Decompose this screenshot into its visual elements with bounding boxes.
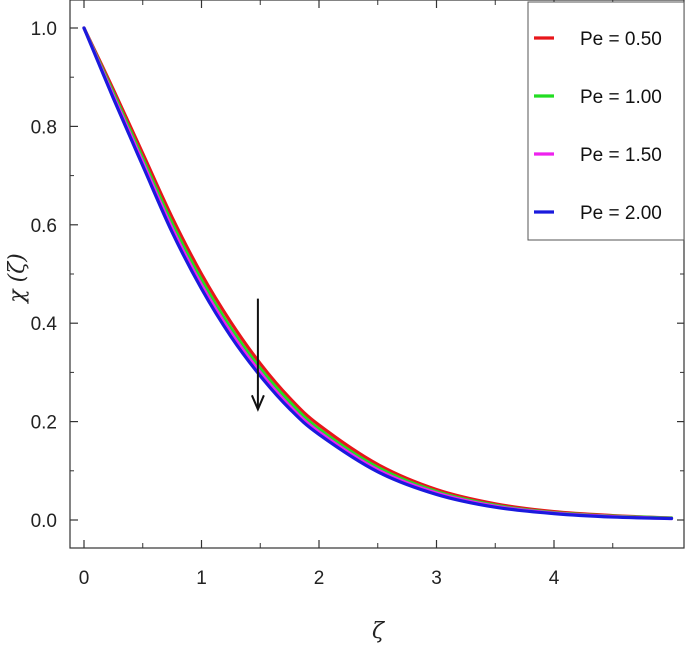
y-tick-label: 0.8 (31, 117, 57, 138)
x-tick-label: 0 (79, 568, 90, 589)
legend: Pe = 0.50 Pe = 1.00 Pe = 1.50 Pe = 2.00 (527, 1, 685, 241)
x-tick-label: 3 (431, 568, 442, 589)
y-tick-label: 0.0 (31, 511, 57, 532)
legend-label: Pe = 1.00 (580, 87, 662, 108)
x-tick-label: 2 (314, 568, 325, 589)
x-axis-label: ζ (372, 619, 386, 644)
y-axis: 0.0 0.2 0.4 0.6 0.8 1.0 (31, 19, 684, 532)
x-tick-label: 1 (196, 568, 207, 589)
y-axis-label: χ (ζ) (5, 253, 30, 304)
legend-box (527, 1, 685, 241)
legend-label: Pe = 2.00 (580, 203, 662, 224)
x-axis: 0 1 2 3 4 (79, 0, 614, 589)
series-line-4 (82, 26, 674, 521)
y-tick-label: 0.6 (31, 216, 57, 237)
y-tick-label: 0.2 (31, 413, 57, 434)
x-tick-label: 4 (549, 568, 560, 589)
trend-arrow (250, 298, 265, 412)
series-lines (82, 26, 674, 521)
legend-label: Pe = 1.50 (580, 145, 662, 166)
y-tick-label: 0.4 (31, 314, 58, 335)
legend-label: Pe = 0.50 (580, 29, 662, 50)
y-tick-label: 1.0 (31, 19, 57, 40)
arrow-head (250, 394, 265, 412)
